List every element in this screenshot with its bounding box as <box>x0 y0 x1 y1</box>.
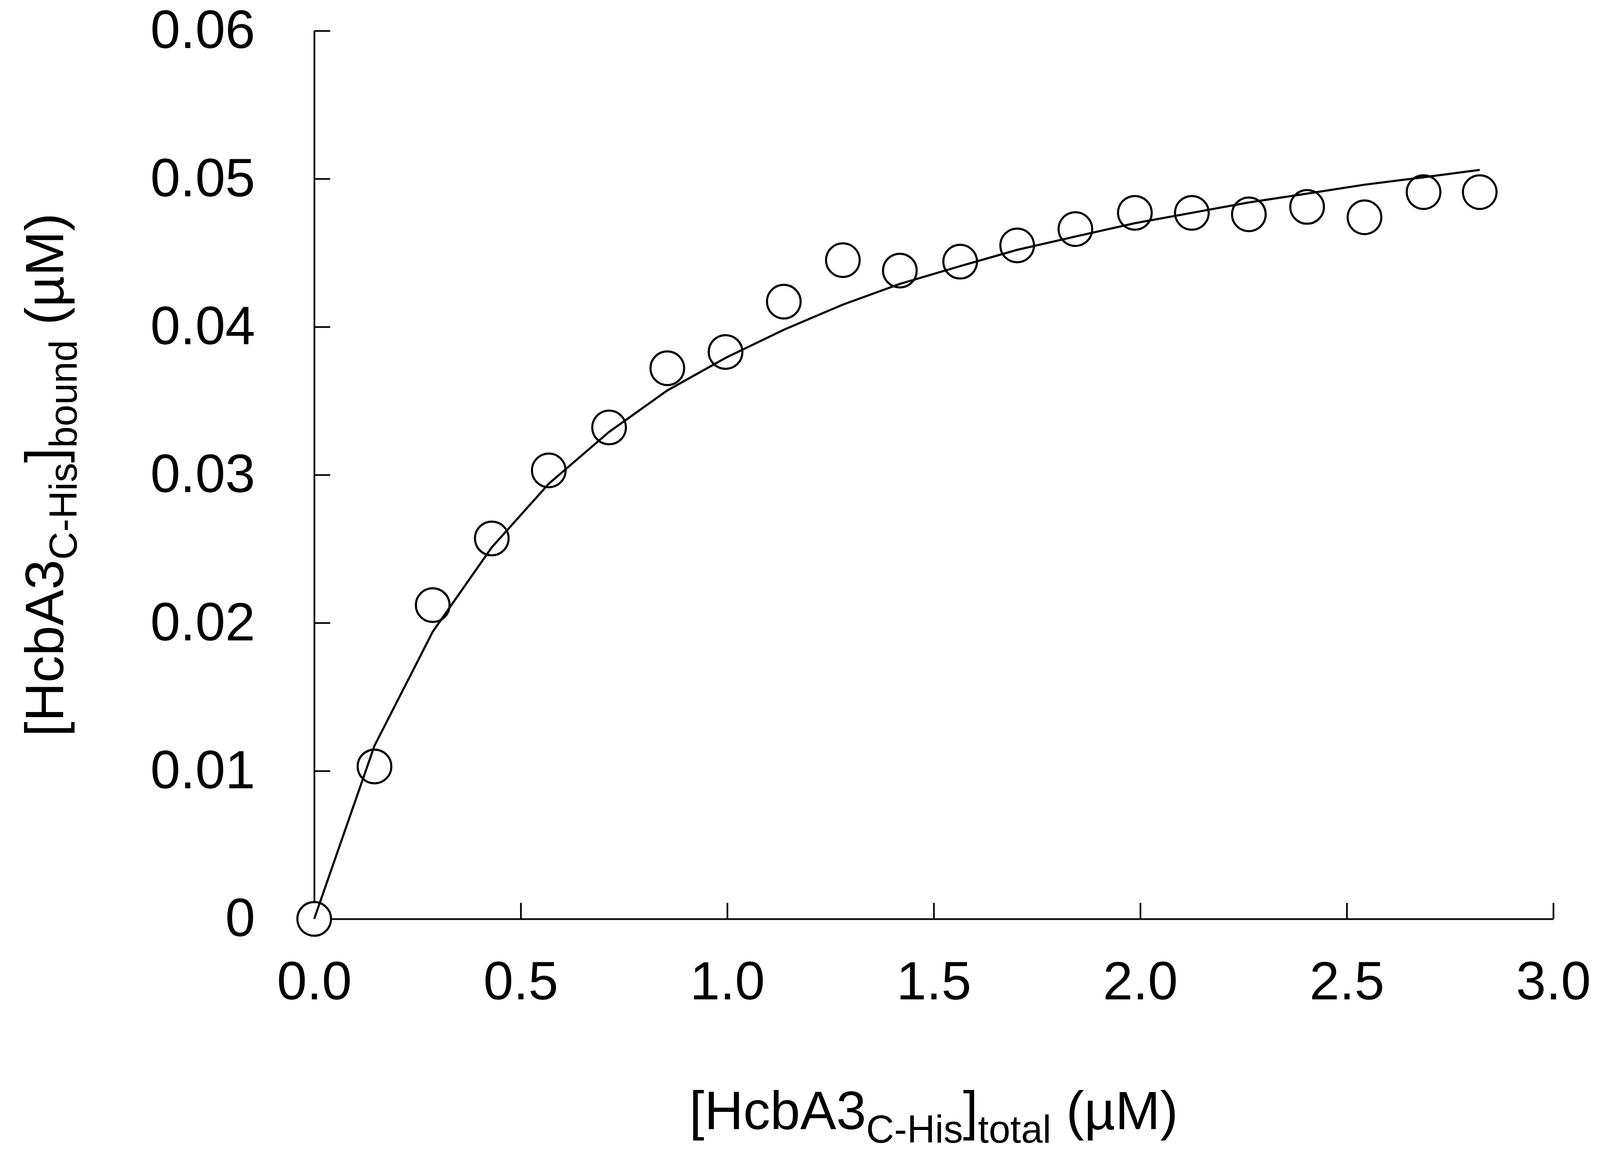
y-tick-mark <box>314 30 331 33</box>
x-tick-label: 1.5 <box>896 950 972 1011</box>
x-tick-mark <box>1346 902 1348 919</box>
x-tick: 1.5 <box>896 902 972 1011</box>
data-point <box>592 410 626 445</box>
data-point <box>825 243 860 278</box>
data-point <box>650 351 684 385</box>
y-tick-mark <box>314 325 331 328</box>
axis-title-part: (µM) <box>1051 1079 1178 1141</box>
axis-title-part: ] <box>14 447 75 463</box>
y-tick-label: 0.03 <box>150 443 256 504</box>
data-point <box>1118 195 1152 230</box>
y-tick: 0.05 <box>150 147 331 208</box>
chart: 0.0 0.5 1.0 1.5 2.0 2.5 3.0 0 0.01 0.02 0.03 0.04 0.… <box>0 0 1600 1162</box>
x-tick-mark <box>1552 902 1555 919</box>
data-point <box>1406 175 1441 209</box>
x-tick-label: 0.5 <box>483 950 559 1011</box>
x-tick-label: 2.5 <box>1309 950 1385 1011</box>
y-tick-mark <box>314 769 331 772</box>
data-point <box>415 587 450 622</box>
data-point <box>531 453 566 487</box>
y-tick-mark <box>314 622 331 624</box>
x-tick-mark <box>933 902 935 919</box>
data-point <box>766 284 801 319</box>
data-point <box>1347 200 1382 235</box>
x-axis-title: [HcbA3C-His]total (µM) <box>689 1079 1178 1151</box>
x-tick: 2.0 <box>1103 902 1178 1011</box>
data-point <box>475 521 509 556</box>
data-point <box>1000 228 1034 262</box>
data-point <box>1462 175 1497 209</box>
x-tick-mark <box>520 902 522 919</box>
axis-title-subscript: C-His <box>866 1107 964 1151</box>
y-tick-label: 0.04 <box>150 295 256 356</box>
plot-area <box>297 169 1497 936</box>
y-tick: 0.06 <box>150 0 331 60</box>
axis-title-subscript: total <box>977 1107 1052 1151</box>
data-point <box>883 253 917 288</box>
x-tick: 3.0 <box>1516 902 1592 1011</box>
y-tick: 0.04 <box>150 295 331 356</box>
fit-line <box>314 169 1480 919</box>
y-tick-label: 0.06 <box>150 0 256 60</box>
y-tick-label: 0 <box>225 886 256 948</box>
x-tick: 1.0 <box>689 902 765 1011</box>
y-tick: 0.03 <box>150 443 331 504</box>
x-tick-label: 0.0 <box>277 950 353 1011</box>
x-tick-mark <box>1139 902 1142 919</box>
x-tick-label: 3.0 <box>1516 950 1592 1011</box>
axis-title-part: ] <box>963 1079 979 1141</box>
axis-title-subscript: bound <box>41 339 85 448</box>
axis-title-part: [HcbA3 <box>14 559 75 737</box>
x-tick: 0.5 <box>483 902 559 1011</box>
y-tick: 0.02 <box>150 591 331 652</box>
y-tick-mark <box>314 474 331 476</box>
y-tick-label: 0.02 <box>150 591 256 652</box>
x-tick-mark <box>726 902 729 919</box>
x-axis: 0.0 0.5 1.0 1.5 2.0 2.5 3.0 <box>277 902 1592 1011</box>
x-tick-label: 1.0 <box>689 950 765 1011</box>
data-point <box>1058 212 1093 246</box>
y-axis: 0 0.01 0.02 0.03 0.04 0.05 0.06 <box>150 0 331 948</box>
y-axis-title: [HcbA3C-His]bound (µM) <box>14 213 85 737</box>
axis-title-part: [HcbA3 <box>689 1079 867 1141</box>
x-tick: 2.5 <box>1309 902 1385 1011</box>
x-tick-label: 2.0 <box>1103 950 1178 1011</box>
axis-title-subscript: C-His <box>41 462 85 560</box>
y-tick-mark <box>314 178 331 180</box>
axis-title-part: (µM) <box>14 213 75 340</box>
y-tick-label: 0.01 <box>150 739 256 800</box>
y-tick: 0.01 <box>150 739 331 800</box>
y-tick-label: 0.05 <box>150 147 256 208</box>
